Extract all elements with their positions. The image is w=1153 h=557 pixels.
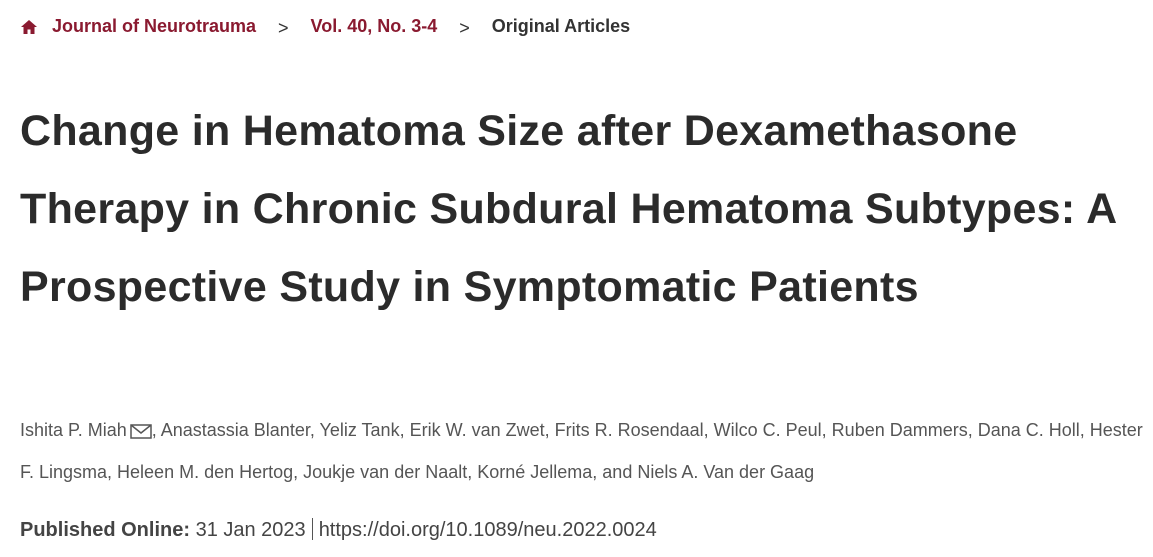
breadcrumb-current: Original Articles	[491, 16, 631, 36]
breadcrumb-link[interactable]: Vol. 40, No. 3-4	[310, 16, 438, 36]
divider	[311, 518, 313, 540]
published-label: Published Online:	[20, 519, 191, 541]
published-date: 31 Jan 2023	[195, 519, 306, 541]
breadcrumb-separator: >	[278, 18, 289, 38]
author-link[interactable]: Ishita P. Miah	[20, 420, 127, 440]
breadcrumb-link[interactable]: Journal of Neurotrauma	[52, 16, 257, 36]
authors: Ishita P. Miah, Anastassia Blanter, Yeli…	[20, 409, 1150, 493]
email-icon[interactable]	[129, 423, 152, 439]
article-title: Change in Hematoma Size after Dexamethas…	[20, 107, 1116, 311]
publication-info: Published Online: 31 Jan 2023 https://doi…	[20, 518, 657, 542]
home-icon[interactable]	[20, 18, 38, 36]
doi-link[interactable]: https://doi.org/10.1089/neu.2022.0024	[318, 519, 657, 541]
breadcrumb: Journal of Neurotrauma > Vol. 40, No. 3-…	[20, 14, 630, 39]
author-list: , Anastassia Blanter, Yeliz Tank, Erik W…	[20, 420, 1143, 482]
breadcrumb-separator: >	[459, 18, 470, 38]
